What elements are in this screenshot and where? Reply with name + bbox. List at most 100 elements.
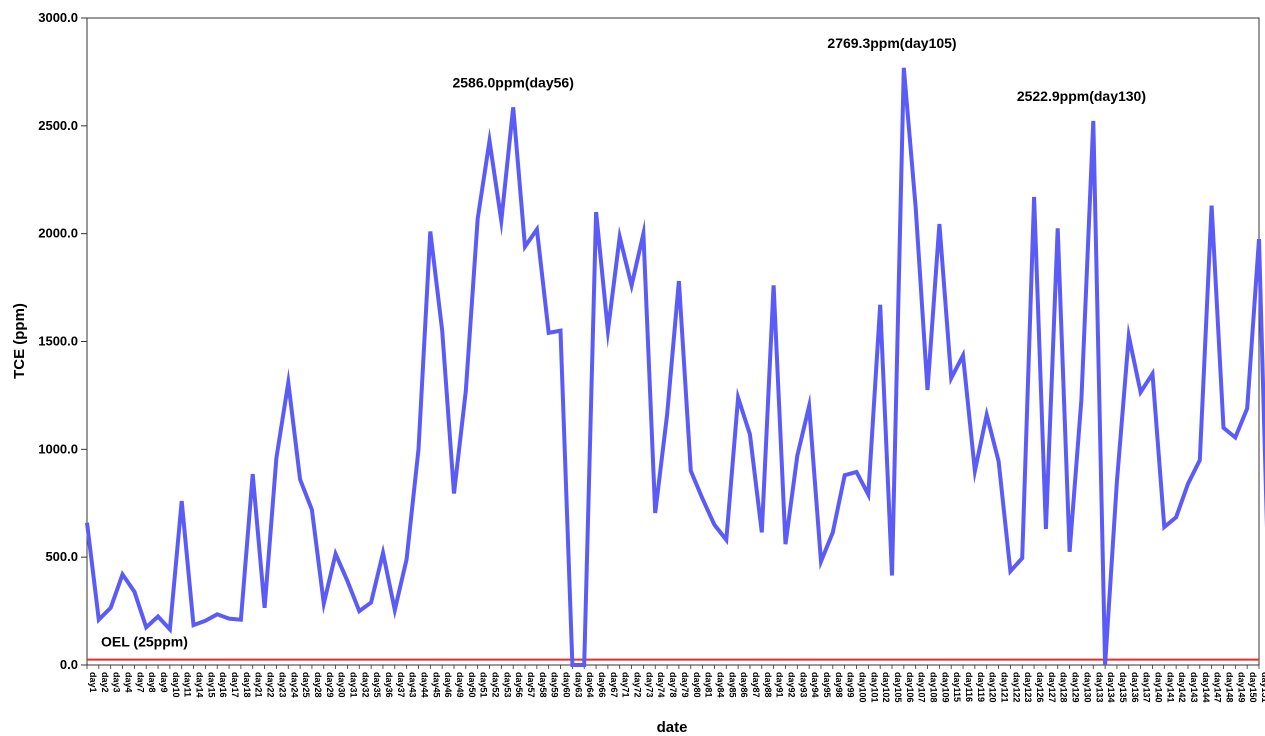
x-tick-label: day119 <box>976 672 986 702</box>
x-tick-label: day52 <box>491 672 501 698</box>
x-tick-label: day56 <box>514 672 524 698</box>
y-tick-label: 0.0 <box>60 657 78 672</box>
x-tick-label: day1 <box>88 672 98 693</box>
x-tick-label: day35 <box>372 672 382 698</box>
y-tick-label: 2000.0 <box>38 226 78 241</box>
x-tick-label: day137 <box>1142 672 1152 703</box>
x-tick-label: day51 <box>479 672 489 698</box>
x-tick-label: day45 <box>431 672 441 698</box>
x-tick-label: day23 <box>277 672 287 698</box>
x-tick-label: day86 <box>739 672 749 698</box>
x-tick-label: day85 <box>727 672 737 698</box>
x-tick-label: day25 <box>301 672 311 698</box>
x-tick-label: day60 <box>562 672 572 698</box>
x-tick-label: day59 <box>550 672 560 698</box>
x-tick-label: day73 <box>644 672 654 698</box>
annotation-label: 2769.3ppm(day105) <box>827 35 956 51</box>
x-tick-label: day143 <box>1189 672 1199 703</box>
x-tick-label: day81 <box>704 672 714 698</box>
x-tick-label: day101 <box>869 672 879 703</box>
x-tick-label: day108 <box>929 672 939 703</box>
x-tick-label: day15 <box>206 672 216 698</box>
y-tick-label: 2500.0 <box>38 118 78 133</box>
y-tick-label: 1500.0 <box>38 334 78 349</box>
y-axis-ticks: 0.0 500.0 1000.0 1500.0 2000.0 2500.0 3000.0 <box>38 10 87 672</box>
x-tick-label: day64 <box>585 672 595 698</box>
x-tick-label: day67 <box>609 672 619 698</box>
x-tick-label: day44 <box>419 672 429 698</box>
x-tick-label: day133 <box>1094 672 1104 703</box>
x-tick-label: day53 <box>502 672 512 698</box>
x-tick-label: day102 <box>881 672 891 703</box>
x-tick-label: day126 <box>1035 672 1045 703</box>
x-tick-label: day129 <box>1071 672 1081 703</box>
x-tick-label: day9 <box>159 672 169 693</box>
x-tick-label: day74 <box>656 672 666 698</box>
x-tick-label: day16 <box>218 672 228 698</box>
x-tick-label: day141 <box>1165 672 1175 703</box>
x-tick-label: day100 <box>857 672 867 703</box>
x-tick-label: day105 <box>893 672 903 703</box>
y-axis-label: TCE (ppm) <box>11 303 28 379</box>
x-tick-label: day120 <box>988 672 998 703</box>
x-tick-label: day95 <box>822 672 832 698</box>
annotations: 2586.0ppm(day56) 2769.3ppm(day105) 2522.9p… <box>101 35 1146 650</box>
x-tick-label: day37 <box>396 672 406 698</box>
x-tick-label: day72 <box>633 672 643 698</box>
x-tick-label: day116 <box>964 672 974 702</box>
x-tick-label: day87 <box>751 672 761 698</box>
x-tick-label: day80 <box>692 672 702 698</box>
x-tick-label: day30 <box>337 672 347 698</box>
x-tick-label: day136 <box>1130 672 1140 703</box>
x-tick-label: day123 <box>1023 672 1033 703</box>
x-tick-label: day10 <box>171 672 181 698</box>
x-tick-label: day58 <box>538 672 548 698</box>
x-tick-label: day7 <box>135 672 145 693</box>
x-tick-label: day11 <box>183 672 193 697</box>
x-tick-label: day128 <box>1059 672 1069 703</box>
x-tick-label: day78 <box>668 672 678 698</box>
x-tick-label: day14 <box>195 672 205 698</box>
x-tick-label: day24 <box>289 672 299 698</box>
x-tick-label: day109 <box>940 672 950 703</box>
x-tick-label: day147 <box>1213 672 1223 703</box>
x-tick-label: day151 <box>1260 672 1265 703</box>
x-tick-label: day107 <box>917 672 927 703</box>
x-axis-label: date <box>657 719 688 736</box>
x-tick-label: day130 <box>1082 672 1092 703</box>
x-tick-label: day84 <box>715 672 725 698</box>
x-tick-label: day4 <box>124 672 134 693</box>
x-tick-label: day150 <box>1248 672 1258 703</box>
x-tick-label: day63 <box>573 672 583 698</box>
x-tick-label: day36 <box>384 672 394 698</box>
x-tick-label: day8 <box>147 672 157 693</box>
x-tick-label: day92 <box>786 672 796 698</box>
x-tick-label: day50 <box>467 672 477 698</box>
x-tick-label: day149 <box>1236 672 1246 703</box>
x-tick-label: day106 <box>905 672 915 703</box>
x-tick-label: day66 <box>597 672 607 698</box>
x-tick-label: day142 <box>1177 672 1187 703</box>
x-tick-label: day98 <box>834 672 844 698</box>
x-tick-label: day93 <box>798 672 808 698</box>
x-tick-label: day135 <box>1118 672 1128 703</box>
x-tick-label: day3 <box>112 672 122 693</box>
y-tick-label: 3000.0 <box>38 10 78 25</box>
series-layer <box>85 67 1265 667</box>
x-tick-label: day2 <box>100 672 110 693</box>
x-tick-label: day144 <box>1201 672 1211 703</box>
x-tick-label: day91 <box>775 672 785 698</box>
x-tick-label: day127 <box>1047 672 1057 703</box>
annotation-label: OEL (25ppm) <box>101 634 188 650</box>
x-tick-label: day99 <box>846 672 856 698</box>
x-tick-label: day79 <box>680 672 690 698</box>
annotation-label: 2522.9ppm(day130) <box>1017 88 1146 104</box>
x-tick-label: day115 <box>952 672 962 702</box>
x-tick-label: day88 <box>763 672 773 698</box>
x-tick-label: day140 <box>1153 672 1163 703</box>
annotation-label: 2586.0ppm(day56) <box>452 74 573 90</box>
x-tick-label: day32 <box>360 672 370 698</box>
x-tick-label: day121 <box>1000 672 1010 703</box>
